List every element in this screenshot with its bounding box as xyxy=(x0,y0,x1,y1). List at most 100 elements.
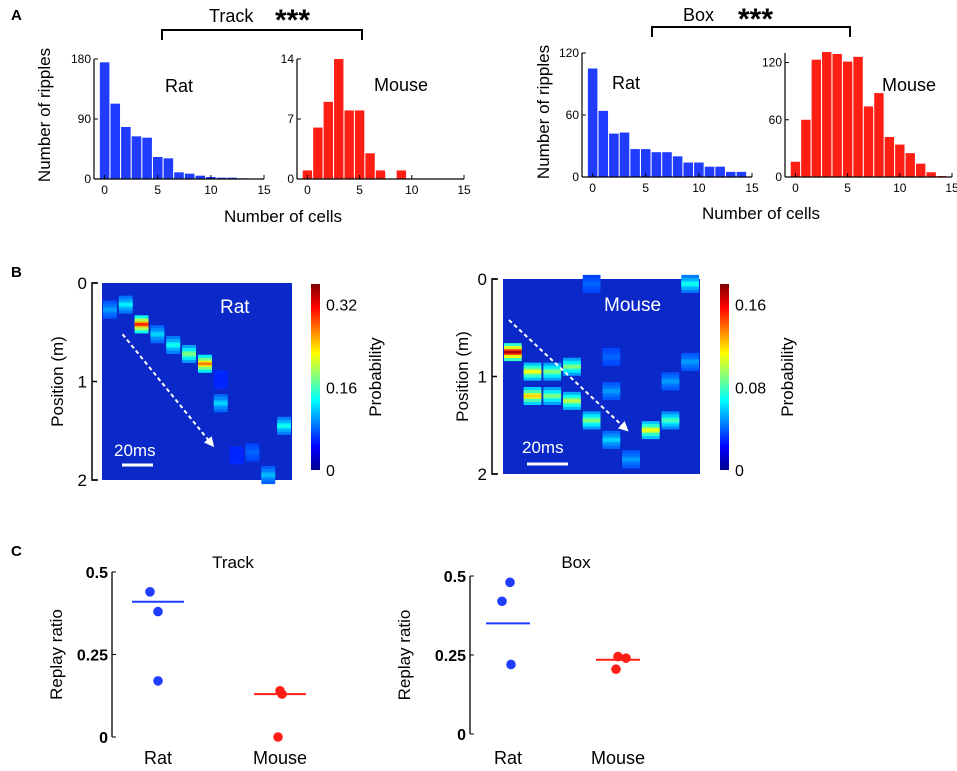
scale-bar-label: 20ms xyxy=(114,441,156,460)
histogram-bar xyxy=(365,153,375,179)
y-tick-label: 0.25 xyxy=(77,648,108,665)
box-significance-stars: *** xyxy=(738,3,773,36)
colorbar-tick-label: 0 xyxy=(735,463,744,480)
histogram-bar xyxy=(375,170,386,179)
histogram-bar xyxy=(874,93,884,177)
colorbar-tick-label: 0.16 xyxy=(735,298,766,315)
heatmap-peak xyxy=(213,401,228,405)
y-tick-label: 0.25 xyxy=(435,648,466,665)
y-tick-label: 0.5 xyxy=(444,569,466,586)
heatmap-peak xyxy=(523,370,542,374)
data-point xyxy=(611,664,621,675)
data-point xyxy=(621,653,631,663)
histogram-bar xyxy=(915,163,926,177)
track-significance-label: Track xyxy=(209,6,254,26)
x-axis-label: Number of cells xyxy=(224,207,342,226)
category-label: Mouse xyxy=(591,748,645,768)
histogram-bar xyxy=(704,166,715,177)
y-tick-label: 0 xyxy=(84,172,91,186)
colorbar-label: Probability xyxy=(778,337,797,417)
histogram-bar xyxy=(905,153,915,177)
box-mouse-histogram: 0 5 10 15 0 60 120 Mouse xyxy=(762,52,957,195)
x-tick-label: 5 xyxy=(642,181,649,195)
x-tick-label: 0 xyxy=(101,183,108,197)
panel-label-a: A xyxy=(11,7,22,24)
category-label: Rat xyxy=(144,748,172,768)
data-point xyxy=(506,659,516,670)
histogram-bar xyxy=(142,137,152,179)
y-axis-label: Replay ratio xyxy=(47,609,66,700)
x-tick-label: 5 xyxy=(356,183,363,197)
chart-title: Track xyxy=(212,553,254,572)
heatmap-peak xyxy=(118,303,133,307)
histogram-bar xyxy=(227,177,237,179)
heatmap-peak xyxy=(198,362,212,366)
y-tick-label: 60 xyxy=(769,113,783,127)
y-tick-label: 180 xyxy=(71,52,91,66)
panel-label-c: C xyxy=(11,543,22,560)
track-rat-histogram: 0 5 10 15 0 90 180 Rat Number of ripples Number o… xyxy=(35,48,342,226)
heatmap-peak xyxy=(134,322,149,326)
heatmap-peak xyxy=(245,450,260,454)
heatmap-peak xyxy=(602,389,621,393)
y-tick-label: 1 xyxy=(478,368,487,387)
y-axis-label: Replay ratio xyxy=(395,610,414,701)
heatmap-peak xyxy=(213,378,228,382)
heatmap-peak xyxy=(543,370,562,374)
y-axis-label: Position (m) xyxy=(48,336,67,427)
y-tick-label: 120 xyxy=(762,56,782,70)
category-label: Rat xyxy=(494,748,522,768)
y-tick-label: 2 xyxy=(478,465,487,484)
histogram-bar xyxy=(651,152,662,177)
heatmap-peak xyxy=(182,352,196,356)
data-point xyxy=(153,676,163,686)
panel-label-b: B xyxy=(11,264,22,281)
histogram-bar xyxy=(715,166,725,177)
x-axis-label: Number of cells xyxy=(702,204,820,223)
heatmap-peak xyxy=(543,394,562,398)
heatmap-title: Mouse xyxy=(604,295,661,316)
histogram-bar xyxy=(609,133,619,177)
y-tick-label: 0 xyxy=(478,270,487,289)
replay-arrow xyxy=(121,333,215,448)
histogram-bar xyxy=(587,68,598,177)
heatmap-peak xyxy=(582,418,601,422)
heatmap-peak xyxy=(103,308,117,312)
colorbar-tick-label: 0.16 xyxy=(326,380,357,397)
histogram-bar xyxy=(801,119,811,177)
histogram-bar xyxy=(152,157,163,179)
box-significance-label: Box xyxy=(683,5,714,25)
y-tick-label: 120 xyxy=(559,46,579,60)
x-tick-label: 10 xyxy=(692,181,706,195)
y-tick-label: 0 xyxy=(287,172,294,186)
x-tick-label: 10 xyxy=(204,183,218,197)
x-tick-label: 5 xyxy=(844,181,851,195)
histogram-bar xyxy=(863,106,874,177)
histogram-title: Rat xyxy=(165,76,193,96)
heatmap-peak xyxy=(661,379,680,383)
y-tick-label: 60 xyxy=(566,108,580,122)
rat-decoding-heatmap: Rat 20ms 0 1 2 Position (m) 0 0.16 0.32 Probabili… xyxy=(48,274,385,490)
histogram-bar xyxy=(630,149,640,177)
histogram-bar xyxy=(694,162,704,177)
box-replay-chart: 0 0.25 0.5 Rat Mouse Box Replay ratio xyxy=(395,553,645,768)
histogram-bar xyxy=(926,172,936,177)
colorbar-tick-label: 0.32 xyxy=(326,298,357,315)
x-tick-label: 10 xyxy=(405,183,419,197)
x-tick-label: 15 xyxy=(257,183,271,197)
scale-bar-label: 20ms xyxy=(522,438,564,457)
histogram-bar xyxy=(110,103,121,179)
y-axis-label: Number of ripples xyxy=(534,45,553,179)
histogram-bar xyxy=(121,127,131,179)
histogram-bar xyxy=(396,170,407,179)
histogram-bar xyxy=(619,132,630,177)
heatmap-peak xyxy=(641,428,660,432)
y-tick-label: 7 xyxy=(287,112,294,126)
histogram-title: Mouse xyxy=(882,75,936,95)
track-significance-bracket: Track *** xyxy=(161,4,363,40)
y-tick-label: 14 xyxy=(281,52,295,66)
y-tick-label: 0 xyxy=(78,274,87,293)
box-rat-histogram: 0 5 10 15 0 60 120 Rat Number of ripples Number o… xyxy=(534,45,820,223)
heatmap-peak xyxy=(523,394,542,398)
data-point xyxy=(497,596,507,607)
